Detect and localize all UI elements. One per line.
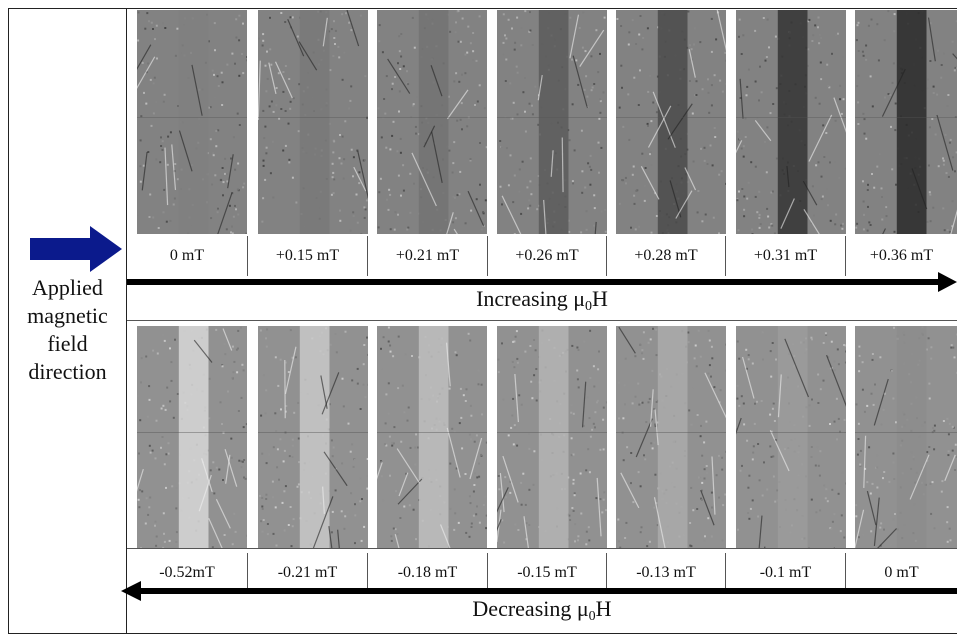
mo-image-tile xyxy=(616,10,726,234)
label-line: direction xyxy=(28,359,107,384)
field-value-label: 0 mT xyxy=(127,236,247,276)
mo-image-tile xyxy=(497,10,607,234)
row-separator xyxy=(127,320,957,321)
increasing-arrowhead-icon xyxy=(938,272,957,292)
field-value-label: -0.21 mT xyxy=(247,553,367,593)
applied-field-label: Applied magnetic field direction xyxy=(9,274,126,386)
mo-image-tile xyxy=(377,326,487,548)
field-value-label: +0.31 mT xyxy=(725,236,845,276)
mo-image-tile xyxy=(137,10,247,234)
mo-image-tile xyxy=(137,326,247,548)
mo-image-tile xyxy=(497,326,607,548)
decreasing-arrow-line xyxy=(140,588,957,594)
field-value-label: 0 mT xyxy=(845,553,957,593)
decreasing-arrowhead-icon xyxy=(121,581,141,601)
field-value-label: +0.15 mT xyxy=(247,236,367,276)
label-line: field xyxy=(47,331,88,356)
mo-image-tile xyxy=(855,10,957,234)
row-separator xyxy=(127,548,957,549)
mo-image-tile xyxy=(258,10,368,234)
field-value-label: +0.21 mT xyxy=(367,236,487,276)
field-value-label: +0.26 mT xyxy=(487,236,606,276)
increasing-axis-label: Increasing μ0H xyxy=(476,286,608,314)
field-value-label: +0.36 mT xyxy=(845,236,957,276)
decreasing-axis-label: Decreasing μ0H xyxy=(472,596,612,624)
label-line: magnetic xyxy=(27,303,108,328)
field-value-label: -0.15 mT xyxy=(487,553,606,593)
mo-image-tile xyxy=(377,10,487,234)
field-value-label: -0.52mT xyxy=(127,553,247,593)
mo-image-tile xyxy=(616,326,726,548)
increasing-arrow-line xyxy=(127,279,943,285)
mo-image-tile xyxy=(855,326,957,548)
field-value-label: -0.1 mT xyxy=(725,553,845,593)
mo-image-tile xyxy=(736,10,846,234)
mo-image-tile xyxy=(736,326,846,548)
label-line: Applied xyxy=(32,275,103,300)
mo-image-tile xyxy=(258,326,368,548)
field-value-label: +0.28 mT xyxy=(606,236,725,276)
panel-divider xyxy=(126,8,127,634)
field-value-label: -0.18 mT xyxy=(367,553,487,593)
applied-field-arrow-icon xyxy=(30,226,122,272)
field-value-label: -0.13 mT xyxy=(606,553,725,593)
